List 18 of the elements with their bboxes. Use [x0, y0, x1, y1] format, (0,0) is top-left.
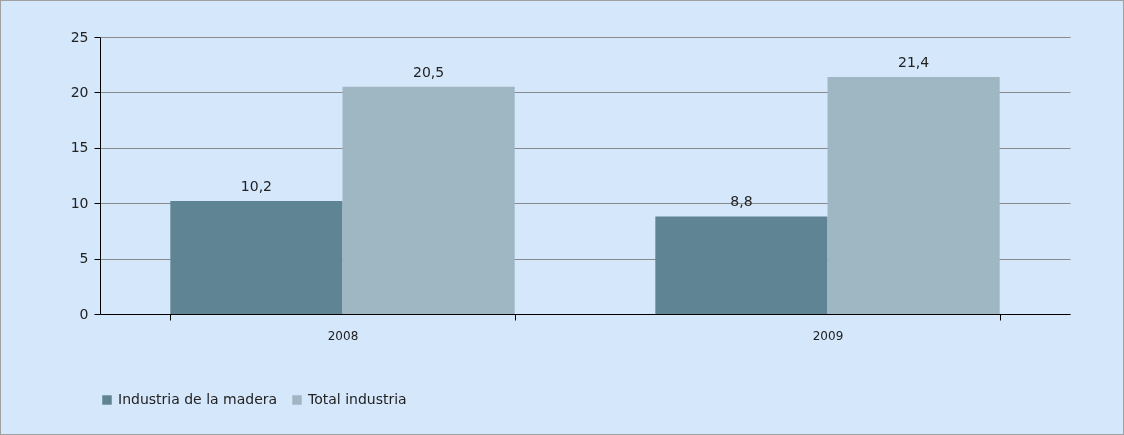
data-label: 20,5	[413, 63, 445, 80]
bar	[827, 76, 1000, 314]
bar	[342, 86, 515, 314]
legend-label: Total industria	[307, 391, 407, 407]
y-tick-label: 25	[70, 28, 89, 45]
data-label: 10,2	[240, 177, 272, 194]
data-label: 8,8	[730, 193, 753, 210]
legend-label: Industria de la madera	[118, 391, 278, 407]
y-tick-label: 5	[79, 250, 89, 267]
x-tick-label: 2008	[327, 328, 359, 343]
y-tick-label: 10	[70, 194, 89, 211]
y-tick-label: 15	[70, 139, 89, 156]
bar	[170, 200, 343, 314]
y-tick-label: 20	[70, 83, 89, 100]
data-label: 21,4	[898, 53, 930, 70]
bar	[655, 216, 828, 314]
y-tick-label: 0	[79, 305, 89, 322]
x-tick-label: 2009	[812, 328, 844, 343]
